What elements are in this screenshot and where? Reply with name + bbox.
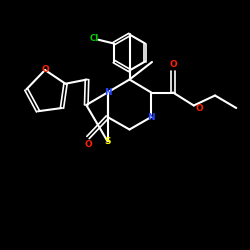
Text: O: O	[41, 66, 49, 74]
Text: O: O	[196, 104, 203, 113]
Text: Cl: Cl	[89, 34, 99, 43]
Text: N: N	[148, 112, 155, 122]
Text: S: S	[104, 137, 111, 146]
Text: N: N	[104, 88, 111, 97]
Text: O: O	[84, 140, 92, 149]
Text: O: O	[169, 60, 177, 69]
